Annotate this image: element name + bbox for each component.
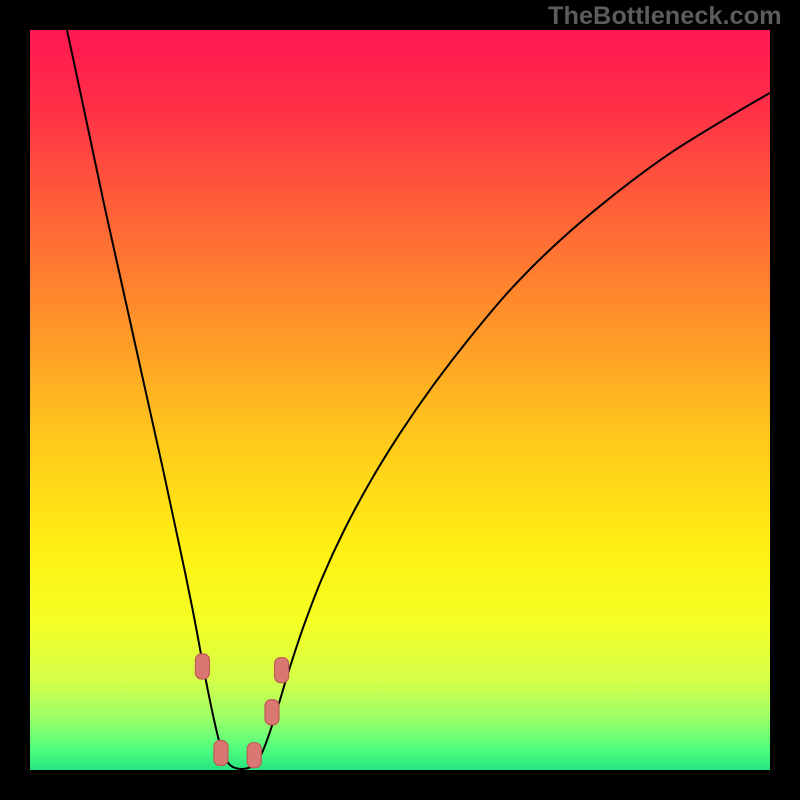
- curve-marker: [265, 700, 279, 725]
- gradient-background: [30, 30, 770, 770]
- chart-svg: [30, 30, 770, 770]
- curve-marker: [214, 740, 228, 765]
- curve-marker: [275, 658, 289, 683]
- plot-area: [30, 30, 770, 770]
- curve-marker: [247, 743, 261, 768]
- watermark-text: TheBottleneck.com: [548, 2, 782, 31]
- curve-marker: [195, 654, 209, 679]
